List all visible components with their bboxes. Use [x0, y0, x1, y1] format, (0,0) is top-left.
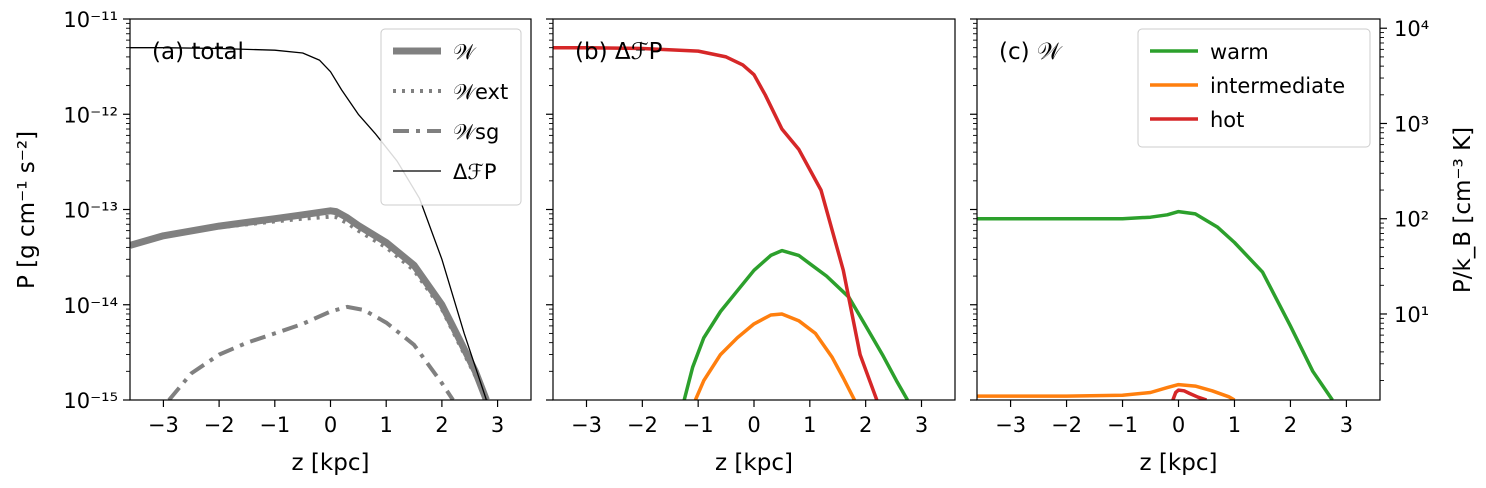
- legend-label: ΔℱP: [453, 160, 497, 184]
- y-right-tick-label: 10³: [1394, 112, 1429, 136]
- y-axis-label-left: P [g cm⁻¹ s⁻²]: [14, 131, 40, 289]
- x-tick-label: −1: [259, 413, 290, 437]
- x-axis-label: z [kpc]: [715, 450, 793, 476]
- series-line-𝒲sg: [167, 304, 455, 400]
- legend-label: intermediate: [1210, 74, 1345, 98]
- series-line-hot: [1171, 388, 1208, 400]
- x-tick-label: −3: [995, 413, 1026, 437]
- x-tick-label: 1: [1228, 413, 1241, 437]
- x-tick-label: −2: [1051, 413, 1082, 437]
- x-tick-label: 1: [803, 413, 816, 437]
- panel-b-delta-f: −3 −2 −1 0 1 2 3 z [kpc] (b) ΔℱP: [546, 18, 956, 476]
- panel-label: (a) total: [152, 39, 244, 65]
- x-tick-label: 2: [1284, 413, 1297, 437]
- x-tick-label: −2: [627, 413, 658, 437]
- y-tick-label: 10⁻¹⁵: [63, 389, 118, 413]
- series-line-hot: [553, 45, 879, 400]
- x-tick-label: 3: [915, 413, 928, 437]
- x-axis-label: z [kpc]: [292, 450, 370, 476]
- legend-label: warm: [1210, 40, 1269, 64]
- y-tick-label: 10⁻¹²: [63, 103, 118, 127]
- y-right-tick-label: 10²: [1394, 208, 1429, 232]
- x-tick-label: −1: [683, 413, 714, 437]
- x-tick-label: 0: [747, 413, 760, 437]
- series-line-ΔℱP: [130, 47, 488, 400]
- x-tick-label: 2: [435, 413, 448, 437]
- panel-label: (b) ΔℱP: [575, 39, 663, 65]
- y-tick-label: 10⁻¹⁴: [63, 294, 118, 318]
- legend-label: hot: [1210, 108, 1244, 132]
- y-tick-label: 10⁻¹¹: [63, 8, 118, 32]
- x-tick-label: 0: [324, 413, 337, 437]
- series-line-warm: [682, 248, 910, 400]
- series-line-intermediate: [693, 312, 857, 400]
- x-tick-label: −3: [571, 413, 602, 437]
- x-tick-label: 3: [1340, 413, 1353, 437]
- panel-a-total: −3 −2 −1 0 1 2 3 z [kpc] 10⁻¹⁵ 10⁻¹⁴ 10⁻¹³ 10⁻¹² 10⁻…: [63, 8, 532, 476]
- x-tick-label: 3: [491, 413, 504, 437]
- panel-label: (c) 𝒲: [999, 39, 1063, 65]
- x-tick-label: 0: [1172, 413, 1185, 437]
- series-group: [553, 45, 910, 400]
- y-right-tick-label: 10¹: [1394, 303, 1429, 327]
- series-line-intermediate: [977, 382, 1236, 400]
- legend-box: [380, 28, 522, 206]
- panel-c-w: −3 −2 −1 0 1 2 3 z [kpc] 10¹ 10² 10³ 10⁴ (c) 𝒲 warm in…: [970, 17, 1429, 476]
- x-axis-label: z [kpc]: [1140, 450, 1218, 476]
- series-group: [977, 209, 1334, 400]
- legend-label: 𝒲ext: [453, 80, 508, 104]
- y-tick-label: 10⁻¹³: [63, 199, 118, 223]
- series-line-warm: [977, 209, 1334, 400]
- series-group: [130, 47, 490, 400]
- x-tick-label: −1: [1107, 413, 1138, 437]
- series-line-𝒲ext: [130, 214, 489, 400]
- x-tick-label: −2: [204, 413, 235, 437]
- x-tick-label: 1: [380, 413, 393, 437]
- legend-label: 𝒲sg: [453, 120, 499, 144]
- x-tick-label: −3: [148, 413, 179, 437]
- y-axis-label-right: P/k_B [cm⁻³ K]: [1450, 127, 1476, 293]
- legend-label: 𝒲: [453, 40, 477, 64]
- y-right-tick-label: 10⁴: [1394, 17, 1429, 41]
- x-tick-label: 2: [859, 413, 872, 437]
